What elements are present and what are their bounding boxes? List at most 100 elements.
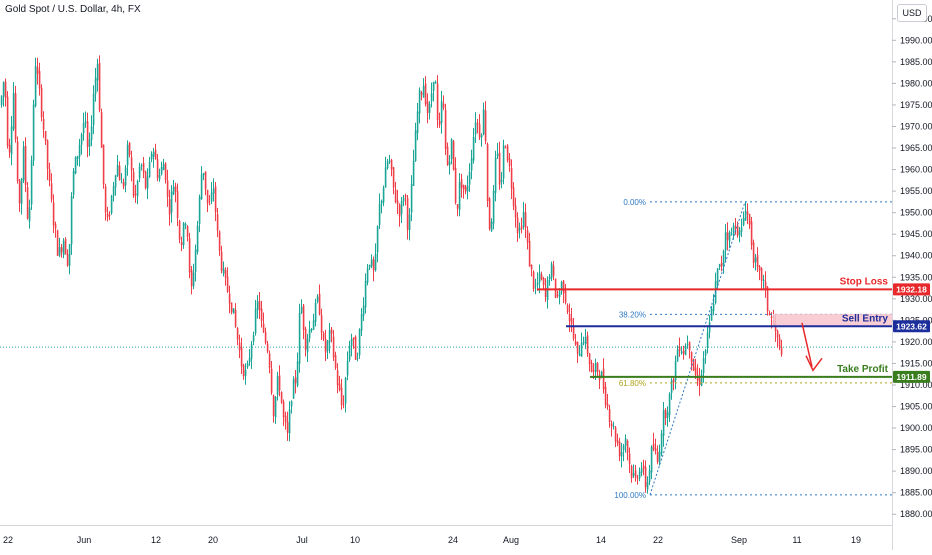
candle-body (320, 315, 323, 333)
candle (236, 326, 239, 346)
candle (358, 328, 361, 359)
candle-body (738, 230, 741, 236)
candle-body (332, 336, 335, 358)
candle-body (452, 141, 455, 170)
candle-body (174, 186, 177, 192)
candle (396, 189, 399, 214)
candle (154, 143, 157, 160)
candle-body (660, 433, 663, 454)
candle (8, 138, 11, 158)
candle-body (718, 264, 721, 267)
fib-level-label: 38.20% (619, 310, 646, 319)
x-tick-label: 12 (151, 535, 161, 545)
candle-body (510, 168, 513, 189)
candle (30, 155, 33, 211)
candle (548, 273, 551, 286)
candle (244, 363, 247, 385)
candle-body (576, 341, 579, 354)
candle (374, 243, 377, 272)
candle (558, 288, 561, 305)
candle (666, 406, 669, 427)
candle (536, 272, 539, 291)
candle (386, 158, 389, 170)
candle-body (428, 103, 431, 113)
candle-body (620, 452, 623, 457)
candle (144, 170, 147, 190)
candle-body (644, 467, 647, 488)
candle-body (752, 242, 755, 264)
candle-body (534, 285, 537, 287)
candle (376, 225, 379, 263)
candle-body (4, 81, 7, 98)
candle (104, 183, 107, 221)
candle-body (708, 322, 711, 333)
candle (642, 459, 645, 476)
candle-body (686, 344, 689, 346)
candle (346, 351, 349, 381)
candle-body (560, 281, 563, 291)
candle-body (268, 353, 271, 368)
candle-body (252, 335, 255, 342)
candle (18, 178, 21, 212)
candle (484, 101, 487, 145)
candle (12, 82, 15, 131)
candle (48, 162, 51, 187)
candle-body (32, 104, 35, 161)
candle-body (110, 195, 113, 214)
candle (274, 396, 277, 424)
candle-body (350, 338, 353, 346)
candle-body (742, 218, 745, 226)
candle-body (584, 336, 587, 345)
candle-body (316, 296, 319, 302)
candle-body (384, 167, 387, 188)
candle (118, 161, 121, 181)
candle (82, 112, 85, 141)
candle-body (726, 232, 729, 240)
candle (156, 153, 159, 182)
candle (458, 172, 461, 217)
candle-body (610, 423, 613, 427)
candle (390, 158, 393, 177)
candle (418, 87, 421, 124)
currency-button[interactable]: USD (897, 4, 927, 22)
candle-body (246, 363, 249, 367)
candle (646, 476, 649, 494)
candle-body (376, 226, 379, 253)
candle (700, 369, 703, 387)
candle (194, 244, 197, 282)
candle-body (344, 377, 347, 404)
candle-body (362, 305, 365, 316)
candle-body (104, 186, 107, 213)
candle (404, 193, 407, 206)
candle-body (292, 379, 295, 399)
candle-body (562, 280, 565, 294)
candle-body (374, 253, 377, 271)
candle-body (314, 302, 317, 322)
candle-body (194, 249, 197, 272)
candle (212, 178, 215, 202)
candle (356, 352, 359, 362)
candle (446, 142, 449, 166)
candle-body (180, 242, 183, 246)
candle-body (688, 341, 691, 351)
candle-body (634, 470, 637, 478)
candle-body (746, 211, 749, 215)
candle-body (90, 126, 93, 140)
candle (372, 256, 375, 282)
candle (512, 182, 515, 211)
candle (40, 84, 43, 122)
candle-body (94, 77, 97, 94)
candle (90, 115, 93, 147)
fib-level-label: 100.00% (614, 491, 646, 500)
candle-body (12, 92, 15, 129)
candle (164, 162, 167, 184)
candle-body (244, 369, 247, 377)
candle (22, 141, 25, 184)
candle-body (40, 87, 43, 118)
candle (248, 349, 251, 366)
candle-body (290, 401, 293, 407)
candle-body (596, 363, 599, 372)
candle (180, 236, 183, 252)
candle (140, 163, 143, 171)
